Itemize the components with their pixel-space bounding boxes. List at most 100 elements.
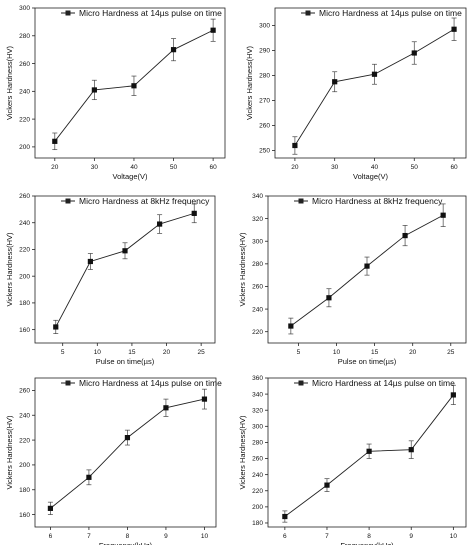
legend-label: Micro Hardness at 14µs pulse on time xyxy=(319,8,462,18)
y-tick-label: 360 xyxy=(252,375,263,382)
legend-label: Micro Hardness at 14µs pulse on time xyxy=(79,8,222,18)
y-tick-label: 200 xyxy=(252,504,263,511)
x-tick-label: 8 xyxy=(367,533,371,540)
data-point xyxy=(282,513,288,520)
data-point xyxy=(157,221,163,227)
y-tick-label: 300 xyxy=(252,238,263,245)
y-tick-label: 220 xyxy=(19,116,30,123)
x-tick-label: 40 xyxy=(371,164,379,171)
chart-panel-4: 5 10 15 20 25 220 240 260 280 300 320 340 Pulse on t… xyxy=(238,193,467,366)
y-tick-label: 280 xyxy=(259,73,270,80)
data-point xyxy=(47,505,54,511)
y-axis-label: Vickers Hardness(HV) xyxy=(238,415,247,490)
data-point xyxy=(170,47,177,53)
data-point xyxy=(324,482,330,488)
y-tick-label: 180 xyxy=(19,487,30,494)
x-tick-label: 10 xyxy=(201,533,209,540)
y-tick-label: 260 xyxy=(252,284,263,291)
data-point xyxy=(366,448,372,454)
y-tick-label: 280 xyxy=(252,440,263,447)
chart-panel-3: 5 10 15 20 25 160 180 200 220 240 260 Pulse on time… xyxy=(5,193,216,366)
y-tick-label: 160 xyxy=(19,327,30,334)
x-axis-label: Pulse on time(µs) xyxy=(338,357,397,366)
data-point xyxy=(364,263,370,269)
x-tick-label: 6 xyxy=(49,533,53,540)
legend-label: Micro Hardness at 14µs pulse on time xyxy=(79,378,222,388)
data-point xyxy=(163,405,169,411)
chart-panel-5: 6 7 8 9 10 160 180 200 220 240 260 Frequency(kHz) Vi… xyxy=(5,377,222,545)
data-point xyxy=(371,71,378,77)
legend-marker xyxy=(65,198,71,204)
x-tick-label: 15 xyxy=(371,349,379,356)
data-point xyxy=(86,474,92,480)
data-point xyxy=(332,79,338,85)
x-tick-label: 7 xyxy=(325,533,329,540)
y-tick-label: 280 xyxy=(19,33,30,40)
chart-panel-1: 20 30 40 50 60 200 220 240 260 280 300 Voltage(V) Vi… xyxy=(5,5,226,181)
data-point xyxy=(292,142,298,149)
y-tick-label: 250 xyxy=(259,148,270,155)
y-tick-label: 300 xyxy=(259,23,270,30)
y-tick-label: 300 xyxy=(252,424,263,431)
data-point xyxy=(131,83,137,89)
x-tick-label: 40 xyxy=(130,164,138,171)
x-tick-label: 60 xyxy=(450,164,458,171)
chart-panel-6: 6 7 8 9 10 180 200 220 240 260 280 300 320 340 360 Freq… xyxy=(238,375,467,545)
plot-frame xyxy=(274,7,467,159)
data-point xyxy=(191,210,197,216)
series-line xyxy=(50,398,205,509)
y-tick-label: 270 xyxy=(259,98,270,105)
y-axis-label: Vickers Hardness(HV) xyxy=(5,415,14,490)
y-tick-label: 240 xyxy=(252,472,263,479)
y-tick-label: 240 xyxy=(252,306,263,313)
plot-frame xyxy=(267,377,467,528)
y-tick-label: 180 xyxy=(19,300,30,307)
y-tick-label: 340 xyxy=(252,193,263,200)
y-tick-label: 240 xyxy=(19,412,30,419)
y-axis-label: Vickers Hardness(HV) xyxy=(245,45,254,120)
x-tick-label: 20 xyxy=(409,349,417,356)
plot-frame xyxy=(34,7,226,159)
x-tick-label: 50 xyxy=(170,164,178,171)
x-axis-label: Pulse on time(µs) xyxy=(96,357,155,366)
x-tick-label: 8 xyxy=(126,533,130,540)
x-tick-label: 15 xyxy=(128,349,136,356)
y-tick-label: 220 xyxy=(252,488,263,495)
legend-marker xyxy=(298,198,304,204)
data-point xyxy=(411,50,417,56)
x-tick-label: 50 xyxy=(411,164,419,171)
y-axis-label: Vickers Hardness(HV) xyxy=(5,45,14,120)
y-tick-label: 240 xyxy=(19,89,30,96)
legend-marker xyxy=(65,10,71,16)
x-tick-label: 20 xyxy=(291,164,299,171)
y-tick-label: 180 xyxy=(252,520,263,527)
y-axis-label: Vickers Hardness(HV) xyxy=(238,232,247,307)
x-tick-label: 9 xyxy=(409,533,413,540)
y-tick-label: 220 xyxy=(19,247,30,254)
y-tick-label: 260 xyxy=(252,456,263,463)
x-tick-label: 5 xyxy=(297,349,301,356)
x-tick-label: 5 xyxy=(61,349,65,356)
chart-panel-2: 20 30 40 50 60 250 260 270 280 290 300 Voltage(V) Vi… xyxy=(245,7,467,181)
y-tick-label: 260 xyxy=(19,388,30,395)
plot-frame xyxy=(34,377,217,528)
data-point xyxy=(124,435,131,441)
y-tick-label: 300 xyxy=(19,5,30,12)
legend-marker xyxy=(305,10,311,16)
plot-frame xyxy=(267,195,467,344)
series-line xyxy=(294,28,455,146)
y-tick-label: 320 xyxy=(252,216,263,223)
x-axis-label: Frequency(kHz) xyxy=(99,541,153,545)
legend-marker xyxy=(65,380,71,386)
data-point xyxy=(122,248,128,254)
y-tick-label: 200 xyxy=(19,462,30,469)
data-point xyxy=(210,27,216,33)
x-tick-label: 60 xyxy=(210,164,218,171)
x-tick-label: 10 xyxy=(450,533,458,540)
plot-frame xyxy=(34,195,216,344)
y-tick-label: 320 xyxy=(252,407,263,414)
x-axis-label: Voltage(V) xyxy=(353,172,389,181)
data-point xyxy=(408,447,414,453)
data-point xyxy=(402,232,408,239)
data-point xyxy=(326,295,332,301)
